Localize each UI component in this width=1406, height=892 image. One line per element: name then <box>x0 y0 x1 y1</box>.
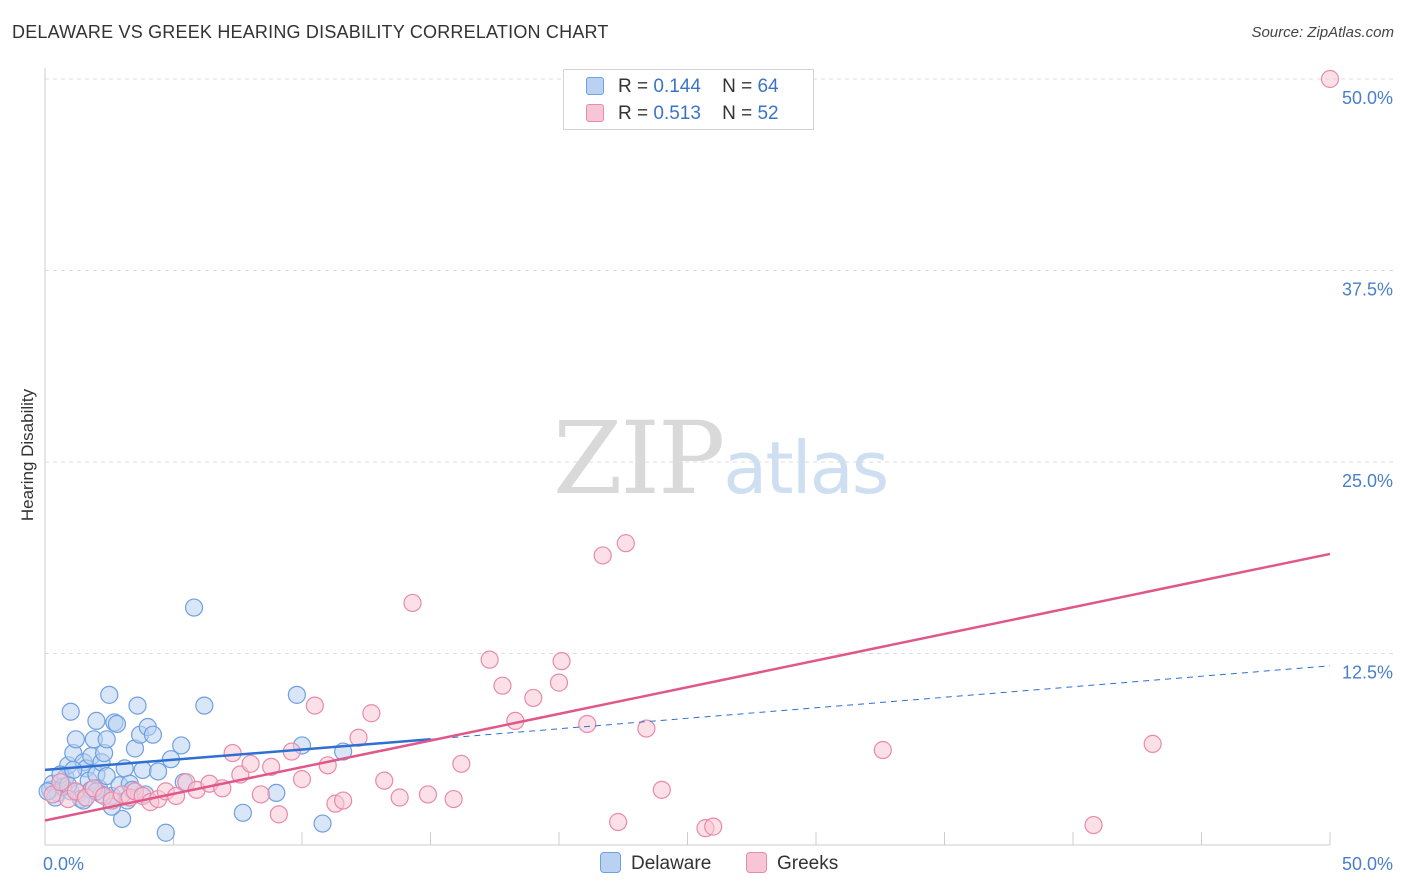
series-legend-label: Delaware <box>631 853 712 874</box>
point-delaware <box>287 685 306 704</box>
point-greeks <box>524 688 543 708</box>
point-greeks <box>375 771 394 790</box>
point-greeks <box>616 534 635 553</box>
point-delaware <box>184 598 204 617</box>
legend-row-delaware: R = 0.144 N = 64 <box>586 76 779 98</box>
trend-extension-delaware <box>430 665 1331 740</box>
point-delaware <box>97 730 116 749</box>
point-greeks <box>444 789 463 809</box>
point-greeks <box>292 770 312 789</box>
y-tick-label: 25.0% <box>1342 471 1393 491</box>
point-delaware <box>172 736 191 755</box>
point-greeks <box>493 676 512 695</box>
point-delaware <box>107 714 127 734</box>
legend-swatch-delaware <box>586 77 604 95</box>
series-legend-delaware[interactable]: Delaware <box>600 852 711 875</box>
point-greeks <box>334 791 353 810</box>
y-tick-label: 37.5% <box>1342 280 1393 300</box>
legend-r-label: R = <box>618 76 649 97</box>
point-delaware <box>66 730 85 749</box>
point-greeks <box>269 805 288 824</box>
point-delaware <box>143 725 163 744</box>
point-greeks <box>362 704 381 723</box>
watermark: ZIPatlas <box>553 400 889 517</box>
point-delaware <box>313 814 332 833</box>
point-delaware <box>87 711 106 731</box>
point-delaware <box>112 809 132 829</box>
point-greeks <box>552 652 571 671</box>
point-delaware <box>148 762 168 781</box>
point-greeks <box>51 773 70 792</box>
point-greeks <box>549 673 569 692</box>
point-delaware <box>133 760 152 780</box>
x-tick-label: 0.0% <box>43 854 84 874</box>
point-delaware <box>195 696 214 715</box>
point-greeks <box>262 757 281 776</box>
point-greeks <box>418 785 438 804</box>
point-greeks <box>873 740 892 760</box>
point-greeks <box>251 785 270 804</box>
point-greeks <box>1084 815 1103 835</box>
point-greeks <box>704 817 723 836</box>
grid-lines <box>45 78 1395 654</box>
point-delaware <box>61 702 80 721</box>
legend-n-label: N = <box>722 76 753 97</box>
point-greeks <box>593 546 612 565</box>
legend-r-value: 0.144 <box>653 76 701 97</box>
point-delaware <box>267 783 286 803</box>
point-greeks <box>223 743 242 763</box>
legend-row-greeks: R = 0.513 N = 52 <box>586 103 779 125</box>
legend-n-value: 64 <box>757 76 779 97</box>
axes <box>44 68 1331 846</box>
legend-swatch-greeks <box>586 104 604 122</box>
point-greeks <box>452 754 471 773</box>
point-delaware <box>128 696 147 715</box>
tick-labels: 12.5% 25.0% 37.5% 50.0% 0.0% 50.0% <box>43 88 1393 874</box>
legend-n-label: N = <box>722 103 753 124</box>
point-greeks <box>480 650 499 669</box>
point-greeks <box>1143 734 1162 753</box>
point-greeks <box>609 812 628 832</box>
point-greeks <box>578 714 597 734</box>
watermark-atlas: atlas <box>723 426 889 510</box>
series-swatch-delaware <box>600 852 621 873</box>
correlation-legend: R = 0.144 N = 64 R = 0.513 N = 52 <box>563 69 814 130</box>
series-legend: Delaware Greeks <box>0 852 1406 878</box>
y-tick-label: 50.0% <box>1342 88 1393 108</box>
series-swatch-greeks <box>746 852 767 873</box>
source-credit: Source: ZipAtlas.com <box>1251 24 1394 41</box>
point-greeks <box>390 788 409 807</box>
trend-line-greeks <box>44 552 1331 822</box>
point-greeks <box>403 593 422 613</box>
data-points <box>38 69 1340 842</box>
watermark-zip: ZIP <box>553 400 725 517</box>
point-greeks <box>637 719 656 738</box>
legend-r-value: 0.513 <box>653 103 701 124</box>
trend-lines <box>44 552 1331 822</box>
legend-r-label: R = <box>618 103 649 124</box>
point-greeks <box>1320 69 1340 89</box>
series-legend-greeks[interactable]: Greeks <box>746 852 838 875</box>
legend-n-value: 52 <box>757 103 779 124</box>
point-delaware <box>100 685 119 704</box>
point-delaware <box>233 803 252 822</box>
point-delaware <box>64 760 83 780</box>
chart-title: DELAWARE VS GREEK HEARING DISABILITY COR… <box>12 22 609 42</box>
point-delaware <box>156 823 175 842</box>
point-delaware <box>97 766 116 786</box>
x-tick-label: 50.0% <box>1342 854 1393 874</box>
point-greeks <box>241 754 260 773</box>
point-greeks <box>305 696 324 715</box>
y-tick-label: 12.5% <box>1342 663 1393 683</box>
trend-line-delaware <box>44 738 431 772</box>
point-greeks <box>652 780 671 799</box>
series-legend-label: Greeks <box>777 853 839 874</box>
